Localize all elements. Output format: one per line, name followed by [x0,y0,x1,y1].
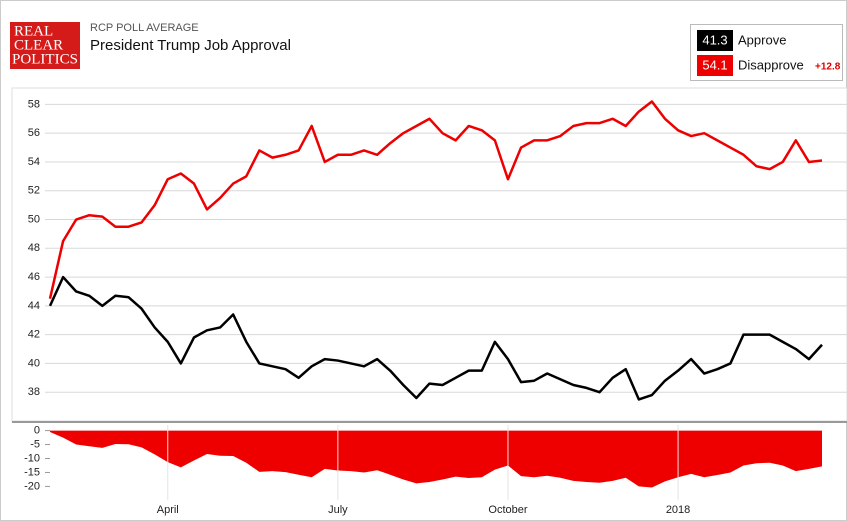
y-tick-label: 56 [28,127,40,139]
y-tick-label: 50 [28,213,40,225]
x-tick-label: April [157,504,179,516]
plot-frame [11,87,847,422]
legend-swatch [697,55,733,76]
legend-value: 41.3 [702,32,727,47]
y-tick-label: 48 [28,242,40,254]
y-tick-label: 0 [34,424,40,436]
y-tick-label: 42 [28,329,40,341]
y-tick-label: 40 [28,357,40,369]
chart-title: President Trump Job Approval [90,37,291,54]
legend-value: 54.1 [702,57,727,72]
logo-text: REAL [14,23,53,39]
y-tick-label: 58 [28,98,40,110]
y-tick-label: -10 [24,452,40,464]
y-tick-label: 38 [28,386,40,398]
logo-box [10,22,80,69]
y-tick-label: 44 [28,300,40,312]
kicker: RCP POLL AVERAGE [90,22,199,34]
legend-swatch [697,30,733,51]
y-tick-label: -5 [30,438,40,450]
logo-text: CLEAR [14,37,63,53]
legend-label: Approve [738,32,786,47]
x-tick-label: October [488,504,527,516]
legend-label: Disapprove [738,57,804,72]
y-tick-label: 52 [28,185,40,197]
logo-text: POLITICS [12,51,78,67]
x-tick-label: July [328,504,348,516]
y-tick-label: 54 [28,156,40,168]
line-series [48,100,823,299]
y-tick-label: -15 [24,466,40,478]
x-tick-label: 2018 [666,504,690,516]
y-tick-label: 46 [28,271,40,283]
area-series [50,430,822,488]
y-tick-label: -20 [24,480,40,492]
line-series [48,275,823,401]
legend-spread: +12.8 [815,62,841,73]
